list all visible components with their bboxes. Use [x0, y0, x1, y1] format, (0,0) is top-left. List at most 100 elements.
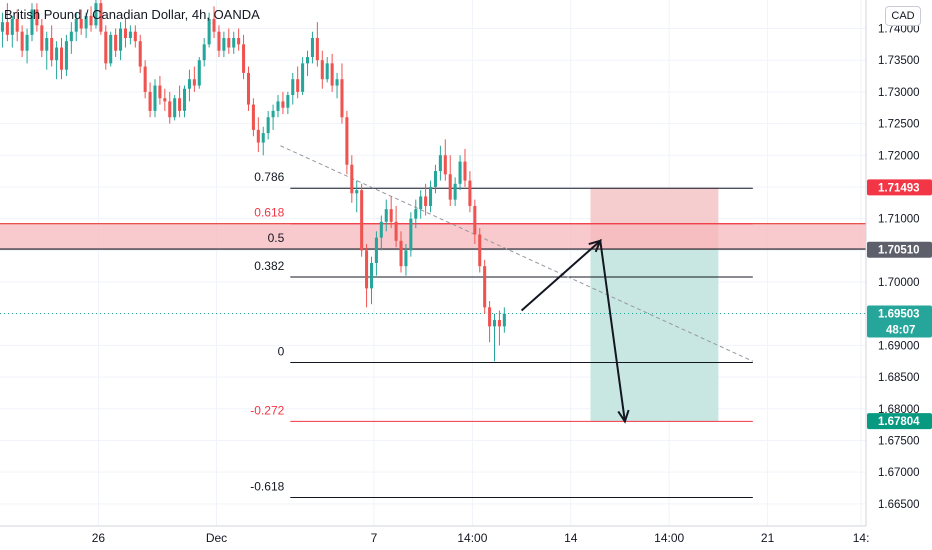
candle — [355, 180, 359, 213]
candle — [148, 82, 152, 118]
candle-body — [15, 19, 19, 32]
candle — [281, 91, 285, 115]
price-tick-label: 1.71000 — [878, 214, 920, 226]
candle-body — [424, 196, 428, 206]
candle — [276, 95, 280, 118]
candle-body — [389, 209, 393, 222]
symbol-title[interactable]: British Pound / Canadian Dollar, 4h, OAN… — [4, 7, 260, 22]
candle — [438, 145, 442, 181]
price-tag-label: 1.70510 — [878, 245, 920, 257]
candle — [217, 25, 221, 58]
candle-body — [345, 117, 349, 165]
time-tick-label: 14 — [564, 531, 578, 545]
candle-body — [325, 63, 329, 80]
candle — [182, 85, 187, 118]
candle — [128, 25, 132, 45]
fib-levels: 0.786 0.618 0.5 0.382 0 -0.272 -0.618 — [0, 145, 866, 498]
candle-body — [315, 38, 319, 61]
candle-body — [374, 237, 378, 263]
fib-level-label: 0.618 — [254, 206, 284, 220]
price-tick-label: 1.74000 — [878, 24, 920, 36]
candle-body — [74, 19, 78, 32]
candle — [237, 28, 241, 51]
candle-body — [502, 313, 506, 327]
candle — [207, 12, 211, 48]
arrow-head-up — [588, 239, 603, 253]
candle-body — [232, 38, 236, 48]
candle — [488, 301, 492, 343]
candle — [320, 50, 324, 89]
candle — [261, 126, 265, 156]
currency-button[interactable]: CAD — [885, 6, 921, 26]
candle — [89, 6, 93, 32]
candle-body — [261, 133, 265, 143]
candle — [187, 69, 191, 102]
candle — [197, 57, 201, 89]
candle — [168, 91, 172, 124]
price-tag-bg — [867, 179, 932, 196]
candle-body — [40, 25, 44, 51]
candle — [74, 12, 78, 42]
candle — [310, 31, 314, 64]
candle-body — [237, 38, 241, 45]
candle-body — [379, 221, 383, 238]
candle-body — [335, 79, 339, 86]
candle — [84, 12, 88, 39]
candle — [20, 25, 24, 58]
candle — [114, 28, 118, 58]
price-tag-label: 1.71493 — [878, 182, 920, 194]
candle — [133, 25, 137, 48]
fib-level-label: 0 — [278, 344, 285, 358]
candle — [379, 215, 383, 251]
candle — [389, 196, 393, 229]
time-tick-label: 21 — [761, 531, 775, 545]
price-tick-label: 1.66500 — [878, 499, 920, 511]
candle — [306, 50, 310, 77]
candle — [468, 171, 472, 213]
candle — [394, 205, 398, 248]
time-tick-label: 14:00 — [457, 531, 487, 545]
candle-body — [246, 72, 251, 105]
candle-body — [429, 186, 433, 206]
candle-body — [419, 196, 423, 210]
price-tag: 1.67804 — [867, 413, 932, 430]
candle-body — [104, 31, 108, 64]
candle — [173, 95, 177, 121]
candle-body — [242, 44, 246, 73]
trendline — [280, 145, 754, 362]
price-tag-bg — [867, 241, 932, 258]
fib-level-label: 0.5 — [268, 231, 285, 245]
price-tag: 1.70510 — [867, 241, 932, 258]
candle — [69, 22, 73, 54]
candle-body — [433, 171, 437, 187]
candle-body — [463, 161, 467, 181]
candle — [409, 212, 413, 257]
candle — [212, 6, 216, 39]
candle — [369, 256, 374, 305]
candle — [473, 199, 477, 244]
time-tick-label: 26 — [92, 531, 106, 545]
candle — [315, 22, 319, 67]
candle-body — [25, 34, 29, 51]
candle-body — [256, 129, 260, 143]
candle-body — [473, 205, 477, 235]
price-axis-bg — [866, 0, 932, 550]
candle — [50, 25, 54, 67]
candle — [30, 3, 34, 42]
candle — [330, 53, 334, 92]
candle — [325, 57, 329, 83]
candle-body — [478, 234, 482, 267]
candle — [424, 183, 428, 216]
candle-body — [483, 266, 487, 308]
candle — [59, 38, 64, 80]
price-tag-bg — [867, 413, 932, 430]
candle — [178, 85, 182, 118]
candle-body — [222, 38, 226, 51]
candle — [502, 307, 506, 333]
candle-body — [306, 57, 310, 64]
candle-body — [458, 161, 462, 184]
candle — [123, 19, 127, 48]
candle-body — [369, 263, 374, 289]
